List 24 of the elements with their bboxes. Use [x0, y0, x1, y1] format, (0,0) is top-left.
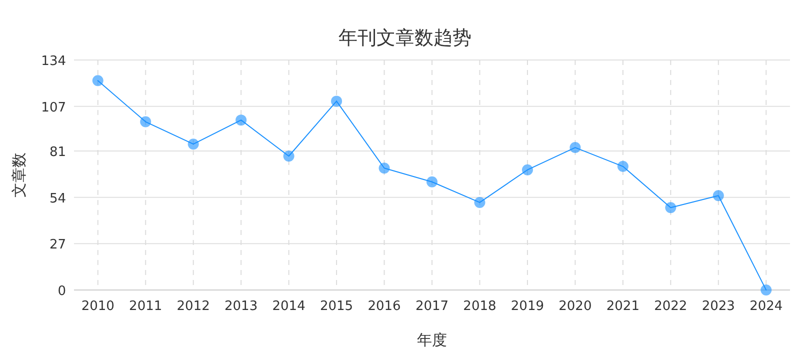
y-tick-label: 27: [49, 238, 66, 253]
x-tick-label: 2019: [510, 299, 544, 314]
chart-title: 年刊文章数趋势: [338, 27, 472, 49]
x-tick-label: 2012: [176, 299, 210, 314]
y-tick-label: 107: [41, 100, 66, 116]
x-tick-label: 2010: [81, 299, 114, 314]
y-tick-label: 134: [41, 54, 66, 69]
x-tick-label: 2016: [368, 299, 401, 314]
x-tick-label: 2024: [750, 299, 783, 314]
x-tick-label: 2021: [606, 299, 640, 314]
x-tick-label: 2018: [463, 299, 496, 314]
x-axis-title: 年度: [417, 331, 447, 349]
x-tick-label: 2015: [320, 299, 354, 314]
y-tick-label: 54: [49, 191, 66, 206]
x-tick-label: 2013: [224, 299, 258, 314]
x-tick-label: 2014: [272, 299, 306, 314]
y-tick-label: 81: [49, 144, 66, 160]
x-tick-label: 2022: [654, 299, 688, 314]
x-tick-label: 2020: [558, 299, 592, 314]
y-tick-label: 0: [58, 284, 66, 299]
x-tick-label: 2017: [415, 299, 449, 314]
x-tick-label: 2011: [129, 299, 162, 314]
x-tick-label: 2023: [702, 299, 735, 314]
y-axis-title: 文章数: [10, 152, 28, 198]
